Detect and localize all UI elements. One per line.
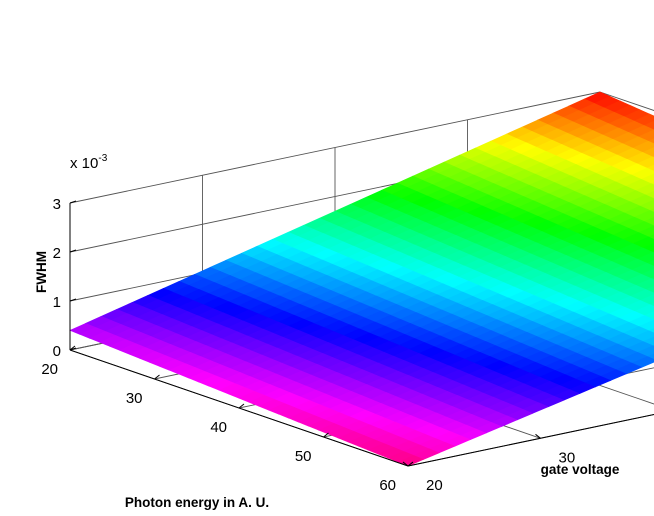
y-axis-label: gate voltage [541, 462, 620, 477]
grid-line [69, 91, 601, 204]
z-tick-mark [69, 200, 77, 204]
z-tick-label: 3 [53, 196, 61, 213]
x-tick-mark [154, 374, 160, 380]
x-tick-label: 40 [210, 419, 227, 436]
x-tick-label: 60 [379, 477, 396, 494]
tick-labels: 012320304050602030405060 [41, 196, 576, 494]
y-tick-label: 20 [426, 477, 443, 494]
x-tick-mark [407, 461, 414, 467]
z-tick-label: 2 [53, 245, 61, 262]
z-tick-label: 0 [53, 343, 61, 360]
x-tick-mark [323, 432, 329, 438]
x-tick-label: 20 [41, 361, 58, 378]
axes-box [69, 200, 654, 467]
z-exponent-label: x 10-3 [70, 153, 108, 172]
surface-patch [649, 208, 654, 213]
z-tick-mark [69, 298, 77, 302]
y-axis-line [407, 413, 654, 467]
y-tick-label: 30 [559, 449, 576, 466]
z-exponent-power: -3 [98, 153, 107, 164]
surface [69, 91, 654, 467]
z-tick-mark [69, 249, 77, 253]
z-tick-label: 1 [53, 294, 61, 311]
surface-patch [649, 302, 654, 307]
surface-patch [647, 234, 654, 240]
surface-patch [647, 138, 654, 145]
y-tick-mark [402, 461, 409, 467]
surface-patch [648, 328, 654, 334]
y-tick-mark [535, 433, 541, 439]
z-axis-label: FWHM [34, 251, 49, 293]
x-tick-label: 30 [126, 390, 143, 407]
x-tick-mark [69, 345, 76, 351]
x-axis-label: Photon energy in A. U. [125, 495, 269, 510]
x-tick-label: 50 [295, 448, 312, 465]
surface-patch [646, 353, 654, 360]
x-tick-mark [238, 403, 245, 409]
